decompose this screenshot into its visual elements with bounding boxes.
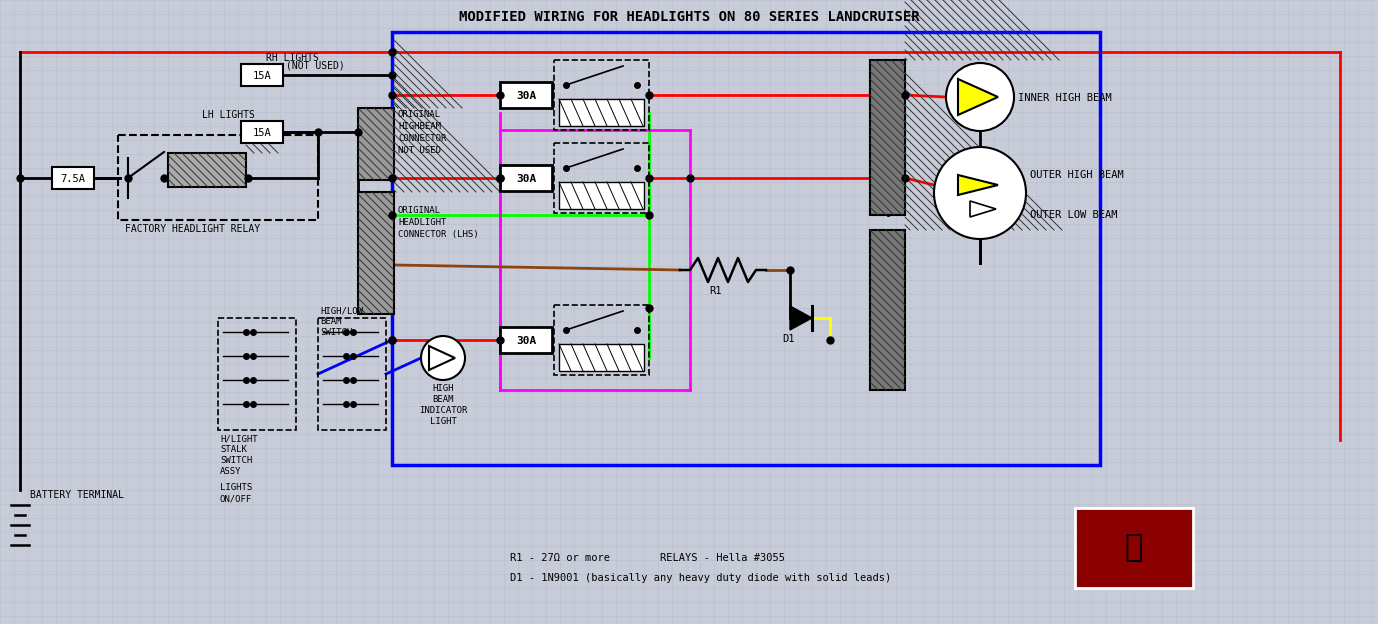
Text: 15A: 15A	[252, 128, 271, 138]
Bar	[241, 64, 282, 86]
Bar	[52, 167, 94, 189]
Text: D1: D1	[781, 334, 795, 344]
Text: INDICATOR: INDICATOR	[419, 406, 467, 415]
Text: OUTER LOW BEAM: OUTER LOW BEAM	[1029, 210, 1118, 220]
Bar	[241, 121, 282, 143]
Text: LIGHTS: LIGHTS	[220, 483, 252, 492]
Bar	[168, 153, 247, 187]
Text: LIGHT: LIGHT	[430, 417, 456, 426]
Text: R1 - 27Ω or more        RELAYS - Hella #3055: R1 - 27Ω or more RELAYS - Hella #3055	[510, 553, 785, 563]
Text: NOT USED: NOT USED	[398, 146, 441, 155]
Text: HIGH: HIGH	[433, 384, 453, 393]
Bar	[500, 327, 553, 353]
Bar	[870, 60, 905, 215]
Text: OUTER HIGH BEAM: OUTER HIGH BEAM	[1029, 170, 1123, 180]
Text: BEAM: BEAM	[320, 317, 342, 326]
Text: STALK: STALK	[220, 445, 247, 454]
Text: 7.5A: 7.5A	[61, 174, 85, 184]
Text: HIGH/LOW: HIGH/LOW	[320, 306, 362, 315]
Bar	[870, 230, 905, 390]
Circle shape	[422, 336, 464, 380]
Bar	[358, 192, 394, 314]
Text: CONNECTOR: CONNECTOR	[398, 134, 446, 143]
Bar	[500, 165, 553, 191]
Text: 15A: 15A	[252, 71, 271, 81]
Text: 30A: 30A	[515, 91, 536, 101]
Text: HIGHBEAM: HIGHBEAM	[398, 122, 441, 131]
Text: MODIFIED WIRING FOR HEADLIGHTS ON 80 SERIES LANDCRUISER: MODIFIED WIRING FOR HEADLIGHTS ON 80 SER…	[459, 10, 919, 24]
Text: HEADLIGHT: HEADLIGHT	[398, 218, 446, 227]
Text: ASSY: ASSY	[220, 467, 241, 476]
Bar	[391, 32, 1100, 465]
Text: D1 - 1N9001 (basically any heavy duty diode with solid leads): D1 - 1N9001 (basically any heavy duty di…	[510, 573, 892, 583]
Bar	[1075, 508, 1193, 588]
Bar	[119, 135, 318, 220]
Bar	[559, 182, 644, 209]
Text: ON/OFF: ON/OFF	[220, 494, 252, 503]
Bar	[358, 108, 394, 180]
Text: 30A: 30A	[515, 174, 536, 184]
Text: INNER HIGH BEAM: INNER HIGH BEAM	[1018, 93, 1112, 103]
Polygon shape	[790, 306, 812, 330]
Text: 30A: 30A	[515, 336, 536, 346]
Bar	[318, 318, 386, 430]
Text: ORIGINAL: ORIGINAL	[398, 110, 441, 119]
Text: RH LIGHTS: RH LIGHTS	[266, 53, 318, 63]
Bar	[554, 305, 649, 375]
Bar	[559, 99, 644, 126]
Text: (NOT USED): (NOT USED)	[287, 60, 344, 70]
Text: ORIGINAL: ORIGINAL	[398, 206, 441, 215]
Polygon shape	[958, 175, 998, 195]
Polygon shape	[970, 201, 996, 217]
Circle shape	[934, 147, 1027, 239]
Text: CONNECTOR (LHS): CONNECTOR (LHS)	[398, 230, 478, 239]
Bar	[559, 344, 644, 371]
Polygon shape	[429, 346, 455, 370]
Circle shape	[947, 63, 1014, 131]
Bar	[554, 143, 649, 213]
Text: 🚗: 🚗	[1124, 534, 1144, 562]
Text: FACTORY HEADLIGHT RELAY: FACTORY HEADLIGHT RELAY	[125, 224, 260, 234]
Text: H/LIGHT: H/LIGHT	[220, 434, 258, 443]
Text: SWITCH: SWITCH	[320, 328, 353, 337]
Polygon shape	[958, 79, 998, 115]
Text: LH LIGHTS: LH LIGHTS	[203, 110, 255, 120]
Text: BEAM: BEAM	[433, 395, 453, 404]
Text: BATTERY TERMINAL: BATTERY TERMINAL	[30, 490, 124, 500]
Text: R1: R1	[708, 286, 721, 296]
Text: SWITCH: SWITCH	[220, 456, 252, 465]
Bar	[554, 60, 649, 130]
Bar	[500, 82, 553, 108]
Bar	[218, 318, 296, 430]
